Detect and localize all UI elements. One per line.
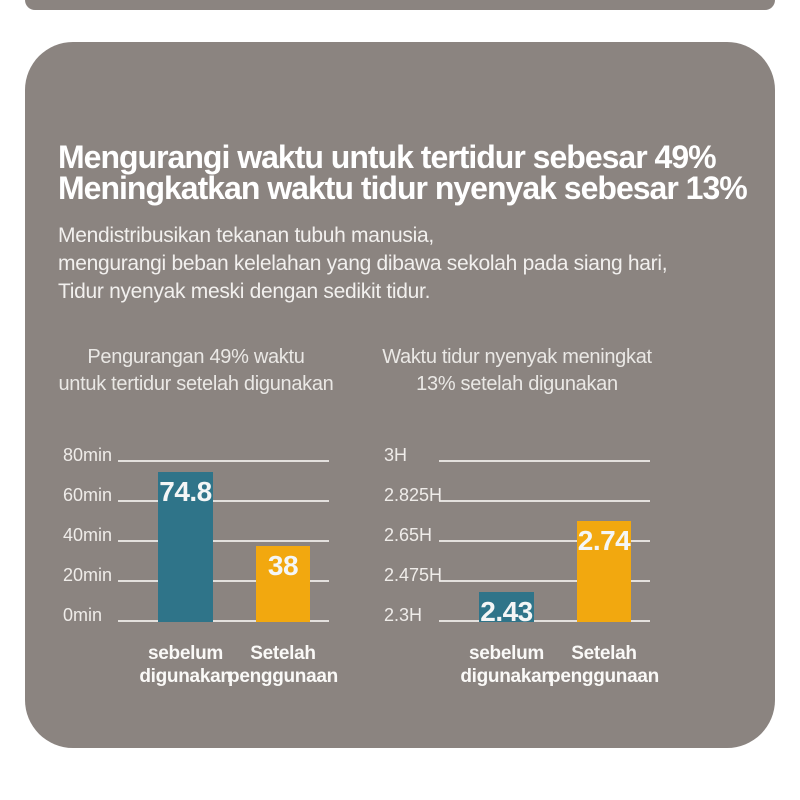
gridline — [118, 460, 329, 462]
page-title: Mengurangi waktu untuk tertidur sebesar … — [58, 139, 788, 206]
gridline — [439, 580, 650, 582]
y-axis-tick-label: 40min — [63, 525, 113, 545]
gridline — [439, 460, 650, 462]
previous-card-edge-strip — [25, 0, 775, 10]
gridline — [439, 620, 650, 622]
bar-before-use: 2.43 — [479, 592, 534, 627]
bar-after-use: 2.74 — [577, 521, 631, 622]
gridline — [118, 620, 329, 622]
y-axis-tick-label: 80min — [63, 445, 113, 465]
category-label: Setelah penggunaan — [228, 643, 338, 687]
y-axis-tick-label: 20min — [63, 565, 113, 585]
y-axis-tick-label: 2.3H — [384, 605, 423, 625]
y-axis-tick-label: 60min — [63, 485, 113, 505]
bar-value-label: 74.8 — [159, 476, 212, 507]
chart-title-line: untuk tertidur setelah digunakan — [58, 373, 334, 395]
page-subtitle-line-3: Tidur nyenyak meski dengan sedikit tidur… — [58, 280, 431, 303]
chart-title: Waktu tidur nyenyak meningkat 13% setelah… — [364, 344, 670, 398]
chart-sleep-onset-time: Pengurangan 49% waktu untuk tertidur sete… — [58, 336, 338, 696]
y-axis-tick-label: 0min — [63, 605, 103, 625]
gridline — [118, 540, 329, 542]
bar-value-label: 2.74 — [577, 525, 631, 556]
chart-title-line: Waktu tidur nyenyak meningkat — [382, 346, 652, 368]
chart-title: Pengurangan 49% waktu untuk tertidur sete… — [43, 344, 349, 398]
gridline — [118, 500, 329, 502]
y-axis-tick-label: 2.825H — [384, 485, 443, 505]
y-axis-tick-label: 2.65H — [384, 525, 433, 545]
chart-title-line: Pengurangan 49% waktu — [87, 346, 305, 368]
category-label: sebelum digunakan — [139, 643, 232, 687]
category-label: Setelah penggunaan — [549, 643, 659, 687]
gridline — [439, 500, 650, 502]
bar-value-label: 2.43 — [480, 596, 533, 627]
y-axis-tick-label: 3H — [384, 445, 408, 465]
bar-after-use: 38 — [256, 546, 310, 622]
page-title-line-1: Mengurangi waktu untuk tertidur sebesar … — [58, 139, 717, 175]
bar-value-label: 38 — [267, 550, 299, 581]
bar-before-use: 74.8 — [158, 472, 213, 622]
gridline — [118, 580, 329, 582]
page-subtitle: Mendistribusikan tekanan tubuh manusia, … — [58, 222, 778, 306]
gridline — [439, 540, 650, 542]
page-subtitle-line-2: mengurangi beban kelelahan yang dibawa s… — [58, 252, 668, 275]
category-label: sebelum digunakan — [460, 643, 553, 687]
page-subtitle-line-1: Mendistribusikan tekanan tubuh manusia, — [58, 224, 434, 247]
info-card: Mengurangi waktu untuk tertidur sebesar … — [25, 42, 775, 748]
page-title-line-2: Meningkatkan waktu tidur nyenyak sebesar… — [58, 170, 748, 206]
chart-deep-sleep-time: Waktu tidur nyenyak meningkat 13% setelah… — [382, 336, 659, 696]
y-axis-tick-label: 2.475H — [384, 565, 443, 585]
chart-title-line: 13% setelah digunakan — [416, 373, 618, 395]
